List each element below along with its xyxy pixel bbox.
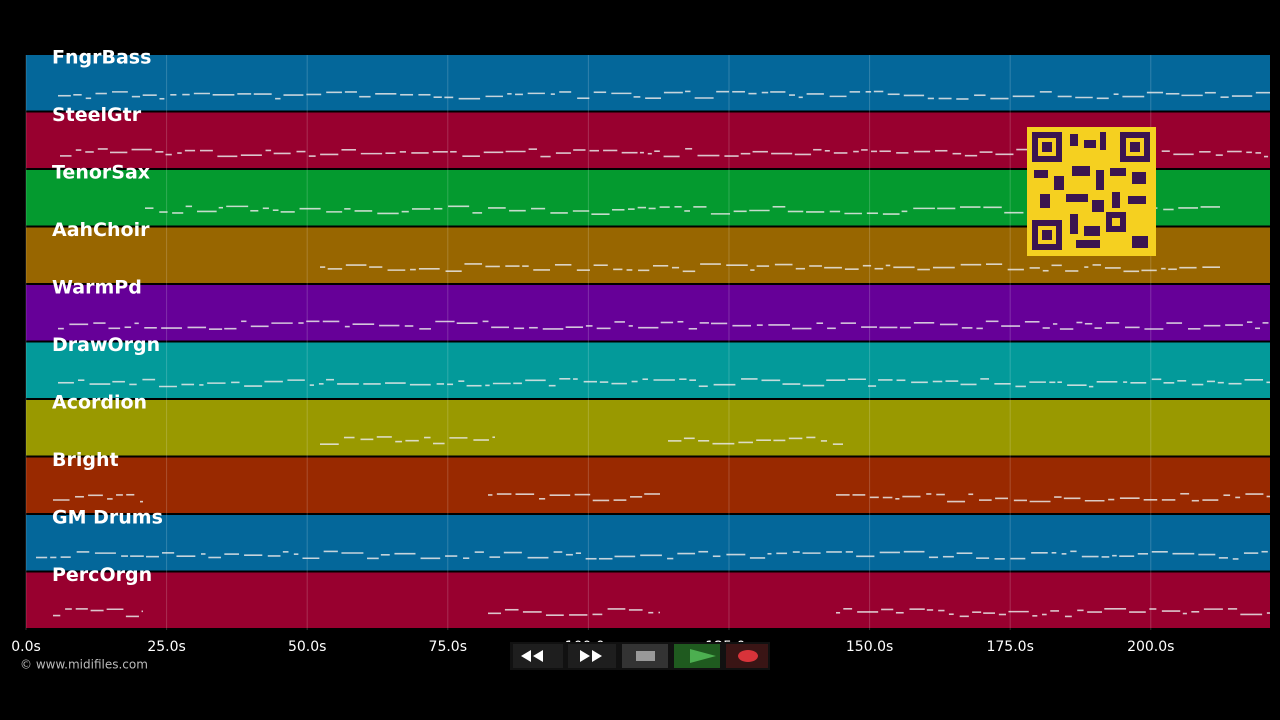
lanes: [26, 55, 1270, 630]
tick-label: 50.0s: [288, 639, 326, 655]
track-name: PercOrgn: [52, 564, 152, 586]
track-lane: [26, 572, 1270, 628]
track-name: SteelGtr: [52, 104, 142, 126]
forward-button[interactable]: [568, 644, 616, 668]
stop-button[interactable]: [622, 644, 668, 668]
tick-label: 75.0s: [429, 639, 467, 655]
rewind-button[interactable]: [513, 644, 563, 668]
track-name: Bright: [52, 449, 119, 471]
tick-label: 0.0s: [11, 639, 41, 655]
track-name: GM Drums: [52, 507, 163, 529]
transport-controls: [510, 642, 770, 670]
copyright: © www.midifiles.com: [20, 658, 148, 672]
record-button[interactable]: [726, 644, 768, 668]
track-name: TenorSax: [52, 162, 150, 184]
track-lane: [26, 400, 1270, 456]
track-name: FngrBass: [52, 47, 151, 69]
track-lane: [26, 285, 1270, 341]
track-lane: [26, 515, 1270, 571]
track-lane: [26, 342, 1270, 398]
track-name: WarmPd: [52, 277, 142, 299]
track-lane: [26, 55, 1270, 111]
track-name: DrawOrgn: [52, 334, 160, 356]
track-lane: [26, 457, 1270, 513]
tick-label: 175.0s: [986, 639, 1033, 655]
tick-label: 25.0s: [147, 639, 185, 655]
tick-label: 150.0s: [846, 639, 893, 655]
labels: FngrBass SteelGtr TenorSax AahChoir WarmPd Dr…: [52, 47, 163, 587]
qr-code: [1027, 127, 1156, 256]
tick-label: 200.0s: [1127, 639, 1174, 655]
track-name: Acordion: [52, 392, 147, 414]
play-button[interactable]: [674, 644, 720, 668]
grid: [25, 55, 1152, 630]
track-name: AahChoir: [52, 219, 150, 241]
